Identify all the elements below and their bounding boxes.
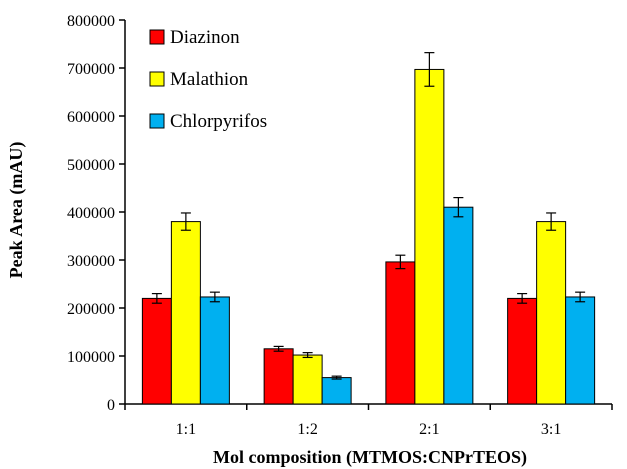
legend-label: Diazinon xyxy=(170,27,240,48)
bar xyxy=(443,206,474,405)
bar xyxy=(321,377,352,405)
bar xyxy=(170,221,201,405)
y-axis-title: Peak Area (mAU) xyxy=(6,142,27,279)
y-tick-label: 800000 xyxy=(67,13,115,30)
bar xyxy=(565,296,596,405)
x-tick-label: 3:1 xyxy=(541,421,561,438)
bar xyxy=(385,261,416,405)
bar xyxy=(507,297,538,405)
y-tick-label: 700000 xyxy=(67,61,115,78)
x-tick-label: 2:1 xyxy=(419,421,439,438)
bar-group xyxy=(141,52,596,405)
y-tick-label: 100000 xyxy=(67,349,115,366)
y-tick-label: 200000 xyxy=(67,301,115,318)
legend: Diazinon Malathion Chlorpyrifos xyxy=(149,27,267,132)
x-tick-label: 1:2 xyxy=(297,421,317,438)
x-tick-label: 1:1 xyxy=(176,421,196,438)
legend-label: Chlorpyrifos xyxy=(170,111,267,132)
bar xyxy=(536,221,567,405)
bar xyxy=(141,297,172,405)
legend-swatch xyxy=(149,29,165,45)
bar xyxy=(263,348,294,405)
y-tick-label: 500000 xyxy=(67,157,115,174)
y-tick-label: 400000 xyxy=(67,205,115,222)
y-tick-label: 600000 xyxy=(67,109,115,126)
bar xyxy=(414,68,445,405)
legend-label: Malathion xyxy=(170,69,249,90)
legend-swatch xyxy=(149,71,165,87)
y-axis: 0 100000 200000 300000 400000 500000 600000 700… xyxy=(67,13,126,414)
x-axis: 1:1 1:2 2:1 3:1 xyxy=(124,403,613,438)
y-tick-label: 0 xyxy=(107,397,115,414)
x-axis-title: Mol composition (MTMOS:CNPrTEOS) xyxy=(213,447,527,468)
y-tick-label: 300000 xyxy=(67,253,115,270)
legend-swatch xyxy=(149,113,165,129)
bar xyxy=(292,354,323,405)
bar xyxy=(199,296,230,405)
